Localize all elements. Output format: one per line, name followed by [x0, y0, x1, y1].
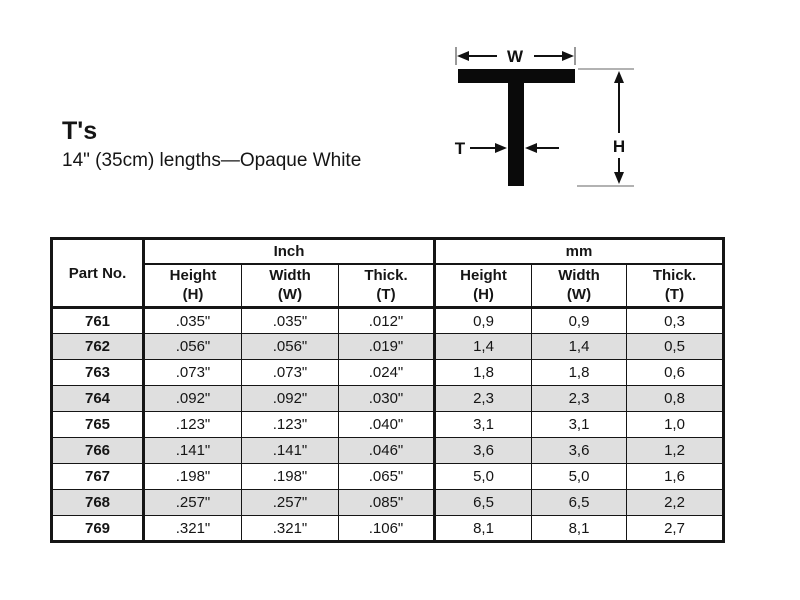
mm-height-cell: 0,9 — [434, 307, 532, 334]
mm-height-cell: 8,1 — [434, 515, 532, 542]
inch-thick-header: Thick. (T) — [338, 263, 436, 309]
mm-thick-cell: 0,8 — [625, 385, 725, 412]
mm-thick-cell: 0,5 — [625, 333, 725, 360]
inch-width-cell: .073" — [241, 359, 339, 386]
mm-width-cell: 5,0 — [531, 463, 627, 490]
inch-height-cell: .141" — [143, 437, 242, 464]
mm-width-cell: 1,8 — [531, 359, 627, 386]
mm-height-cell: 2,3 — [434, 385, 532, 412]
inch-thick-cell: .106" — [338, 515, 436, 542]
table-row: 762 .056" .056" .019" 1,4 1,4 0,5 — [51, 333, 725, 360]
inch-width-cell: .198" — [241, 463, 339, 490]
height-dimension: H — [577, 68, 634, 187]
inch-width-cell: .257" — [241, 489, 339, 516]
inch-width-header: Width (W) — [241, 263, 339, 309]
part-no-cell: 767 — [51, 463, 145, 490]
inch-thick-cell: .012" — [338, 307, 436, 334]
inch-thick-cell: .019" — [338, 333, 436, 360]
mm-width-cell: 0,9 — [531, 307, 627, 334]
mm-thick-cell: 1,0 — [625, 411, 725, 438]
table-row: 767 .198" .198" .065" 5,0 5,0 1,6 — [51, 463, 725, 490]
mm-width-cell: 3,6 — [531, 437, 627, 464]
table-row: 763 .073" .073" .024" 1,8 1,8 0,6 — [51, 359, 725, 386]
inch-height-cell: .092" — [143, 385, 242, 412]
mm-thick-cell: 2,7 — [625, 515, 725, 542]
part-no-cell: 765 — [51, 411, 145, 438]
part-no-cell: 764 — [51, 385, 145, 412]
inch-height-cell: .257" — [143, 489, 242, 516]
inch-thick-cell: .040" — [338, 411, 436, 438]
inch-height-cell: .321" — [143, 515, 242, 542]
inch-thick-cell: .024" — [338, 359, 436, 386]
t-profile-shape — [458, 69, 575, 186]
mm-thick-cell: 0,6 — [625, 359, 725, 386]
mm-thick-cell: 0,3 — [625, 307, 725, 334]
inch-height-header: Height (H) — [143, 263, 242, 309]
thickness-label: T — [455, 139, 466, 158]
inch-height-cell: .035" — [143, 307, 242, 334]
height-label: H — [613, 137, 625, 156]
mm-width-cell: 3,1 — [531, 411, 627, 438]
inch-thick-cell: .085" — [338, 489, 436, 516]
page-title: T's — [62, 117, 98, 145]
inch-width-cell: .035" — [241, 307, 339, 334]
table-row: 764 .092" .092" .030" 2,3 2,3 0,8 — [51, 385, 725, 412]
part-no-cell: 762 — [51, 333, 145, 360]
inch-thick-cell: .046" — [338, 437, 436, 464]
table-row: 765 .123" .123" .040" 3,1 3,1 1,0 — [51, 411, 725, 438]
part-no-cell: 769 — [51, 515, 145, 542]
part-no-cell: 768 — [51, 489, 145, 516]
mm-width-cell: 2,3 — [531, 385, 627, 412]
inch-width-cell: .321" — [241, 515, 339, 542]
title-block: T's 14" (35cm) lengths—Opaque White — [62, 117, 362, 172]
width-label: W — [507, 47, 524, 66]
width-dimension: W — [455, 47, 576, 66]
inch-height-cell: .073" — [143, 359, 242, 386]
inch-width-cell: .123" — [241, 411, 339, 438]
mm-thick-header: Thick. (T) — [625, 263, 725, 309]
spec-table: Part No. Inch mm Height (H) Width (W) Thic… — [50, 237, 726, 543]
inch-width-cell: .092" — [241, 385, 339, 412]
table-row: 769 .321" .321" .106" 8,1 8,1 2,7 — [51, 515, 725, 542]
table-row: 768 .257" .257" .085" 6,5 6,5 2,2 — [51, 489, 725, 516]
inch-width-cell: .141" — [241, 437, 339, 464]
mm-height-header: Height (H) — [434, 263, 532, 309]
thickness-dimension: T — [455, 139, 559, 158]
mm-width-cell: 6,5 — [531, 489, 627, 516]
mm-width-cell: 8,1 — [531, 515, 627, 542]
inch-height-cell: .056" — [143, 333, 242, 360]
mm-height-cell: 1,4 — [434, 333, 532, 360]
mm-thick-cell: 1,6 — [625, 463, 725, 490]
mm-height-cell: 1,8 — [434, 359, 532, 386]
part-no-cell: 761 — [51, 307, 145, 334]
table-row: 761 .035" .035" .012" 0,9 0,9 0,3 — [51, 307, 725, 334]
inch-thick-cell: .065" — [338, 463, 436, 490]
inch-height-cell: .123" — [143, 411, 242, 438]
table-row: 766 .141" .141" .046" 3,6 3,6 1,2 — [51, 437, 725, 464]
inch-width-cell: .056" — [241, 333, 339, 360]
part-no-header: Part No. — [51, 238, 145, 309]
part-no-cell: 763 — [51, 359, 145, 386]
inch-group-header: Inch — [143, 238, 436, 265]
mm-group-header: mm — [433, 238, 725, 265]
part-no-cell: 766 — [51, 437, 145, 464]
inch-thick-cell: .030" — [338, 385, 436, 412]
mm-height-cell: 3,1 — [434, 411, 532, 438]
t-profile-diagram: W T H — [455, 47, 634, 187]
mm-width-cell: 1,4 — [531, 333, 627, 360]
mm-height-cell: 3,6 — [434, 437, 532, 464]
mm-thick-cell: 1,2 — [625, 437, 725, 464]
page-subtitle: 14" (35cm) lengths—Opaque White — [62, 149, 362, 171]
mm-height-cell: 6,5 — [434, 489, 532, 516]
mm-thick-cell: 2,2 — [625, 489, 725, 516]
mm-height-cell: 5,0 — [434, 463, 532, 490]
mm-width-header: Width (W) — [531, 263, 627, 309]
inch-height-cell: .198" — [143, 463, 242, 490]
